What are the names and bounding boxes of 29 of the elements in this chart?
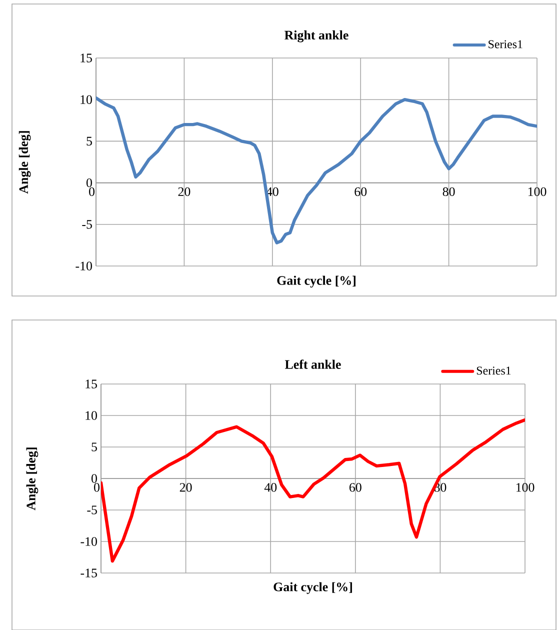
y-tick-label: 0 (92, 474, 97, 483)
x-tick-label: 40 (264, 483, 277, 492)
y-tick-label: -5 (87, 506, 97, 514)
x-tick-label: 20 (178, 187, 190, 196)
chart-title: Right ankle (284, 30, 348, 42)
y-tick-label: 10 (80, 95, 92, 104)
y-tick-label: 5 (92, 442, 97, 452)
x-tick-label: 100 (528, 187, 546, 196)
x-axis-title: Gait cycle [%] (277, 276, 356, 288)
x-tick-label: 20 (180, 483, 192, 492)
y-axis-title: Angle [deg] (18, 131, 31, 194)
y-tick-label: 15 (86, 380, 97, 388)
legend-label: Series1 (476, 366, 511, 375)
y-tick-label: -10 (80, 537, 97, 546)
chart-title: Left ankle (284, 360, 341, 369)
y-tick-label: 5 (86, 136, 92, 146)
y-axis-title: Angle [deg] (26, 448, 38, 510)
y-tick-label: -10 (76, 262, 92, 270)
x-tick-label: 80 (442, 187, 455, 196)
x-axis-title: Gait cycle [%] (274, 582, 352, 594)
y-tick-label: -15 (80, 568, 97, 578)
x-tick-label: 100 (516, 483, 534, 492)
y-tick-label: 0 (86, 178, 92, 188)
x-tick-label: 60 (349, 483, 362, 492)
legend-label: Series1 (488, 40, 522, 48)
y-tick-label: -5 (82, 220, 92, 229)
x-tick-label: 60 (354, 187, 367, 196)
y-tick-label: 15 (80, 54, 92, 62)
y-tick-label: 10 (86, 411, 97, 420)
